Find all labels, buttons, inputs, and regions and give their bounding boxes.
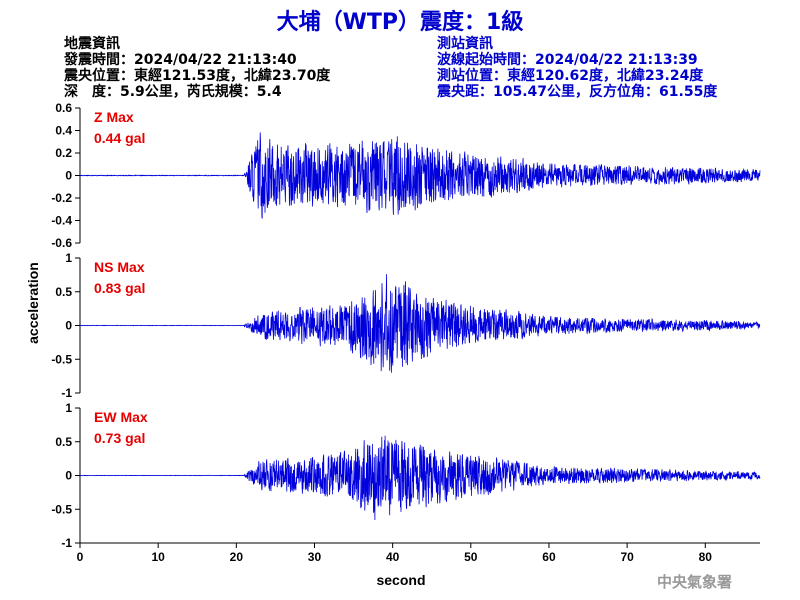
x-tick-label: 50 bbox=[464, 550, 478, 564]
x-tick-label: 70 bbox=[620, 550, 634, 564]
waveform-trace bbox=[79, 274, 761, 373]
trace-name-label: Z Max bbox=[94, 109, 134, 125]
y-tick-label: 0.2 bbox=[55, 146, 72, 160]
y-tick-label: 0.4 bbox=[55, 124, 72, 138]
y-tick-label: -0.5 bbox=[51, 352, 72, 366]
max-value-label: 0.73 gal bbox=[94, 430, 145, 446]
x-tick-label: 10 bbox=[151, 550, 165, 564]
x-tick-label: 40 bbox=[386, 550, 400, 564]
station-info-heading: 測站資訊 bbox=[437, 36, 493, 52]
y-tick-label: -0.4 bbox=[51, 214, 72, 228]
waveform-trace bbox=[79, 132, 761, 219]
quake-info-block: 地震資訊 發震時間：2024/04/22 21:13:40 震央位置：東經121… bbox=[64, 36, 330, 100]
y-tick-label: 0.5 bbox=[55, 285, 72, 299]
y-tick-label: 1 bbox=[65, 251, 72, 265]
y-tick-label: -1 bbox=[61, 386, 72, 400]
x-tick-label: 30 bbox=[308, 550, 322, 564]
y-tick-label: -0.6 bbox=[51, 236, 72, 250]
x-tick-label: 80 bbox=[699, 550, 713, 564]
x-tick-label: 60 bbox=[542, 550, 556, 564]
chart-title: 大埔（WTP）震度：1級 bbox=[276, 10, 524, 35]
quake-info-heading: 地震資訊 bbox=[64, 36, 120, 52]
epicenter-location: 震央位置：東經121.53度，北緯23.70度 bbox=[64, 68, 331, 84]
y-tick-label: -0.5 bbox=[51, 502, 72, 516]
y-tick-label: 0 bbox=[65, 169, 72, 183]
y-axis-label: acceleration bbox=[25, 262, 41, 344]
max-value-label: 0.44 gal bbox=[94, 130, 145, 146]
waveform-trace bbox=[80, 435, 761, 521]
y-tick-label: 0 bbox=[65, 469, 72, 483]
station-location: 測站位置：東經120.62度，北緯23.24度 bbox=[437, 68, 704, 84]
trace-name-label: EW Max bbox=[94, 409, 148, 425]
depth-magnitude: 深 度：5.9公里，芮氏規模：5.4 bbox=[64, 84, 282, 100]
station-info-block: 測站資訊 波線起始時間：2024/04/22 21:13:39 測站位置：東經1… bbox=[437, 36, 717, 100]
y-tick-label: -0.2 bbox=[51, 191, 72, 205]
y-tick-label: 0 bbox=[65, 319, 72, 333]
y-tick-label: -1 bbox=[61, 536, 72, 550]
y-tick-label: 1 bbox=[65, 401, 72, 415]
x-tick-label: 20 bbox=[230, 550, 244, 564]
agency-credit: 中央氣象署 bbox=[657, 573, 733, 591]
x-axis-label: second bbox=[376, 572, 425, 588]
y-tick-label: 0.6 bbox=[55, 101, 72, 115]
wave-start-time: 波線起始時間：2024/04/22 21:13:39 bbox=[437, 52, 698, 68]
origin-time: 發震時間：2024/04/22 21:13:40 bbox=[64, 52, 297, 68]
max-value-label: 0.83 gal bbox=[94, 280, 145, 296]
trace-name-label: NS Max bbox=[94, 259, 145, 275]
distance-azimuth: 震央距：105.47公里，反方位角：61.55度 bbox=[437, 84, 718, 100]
x-tick-label: 0 bbox=[77, 550, 84, 564]
y-tick-label: 0.5 bbox=[55, 435, 72, 449]
